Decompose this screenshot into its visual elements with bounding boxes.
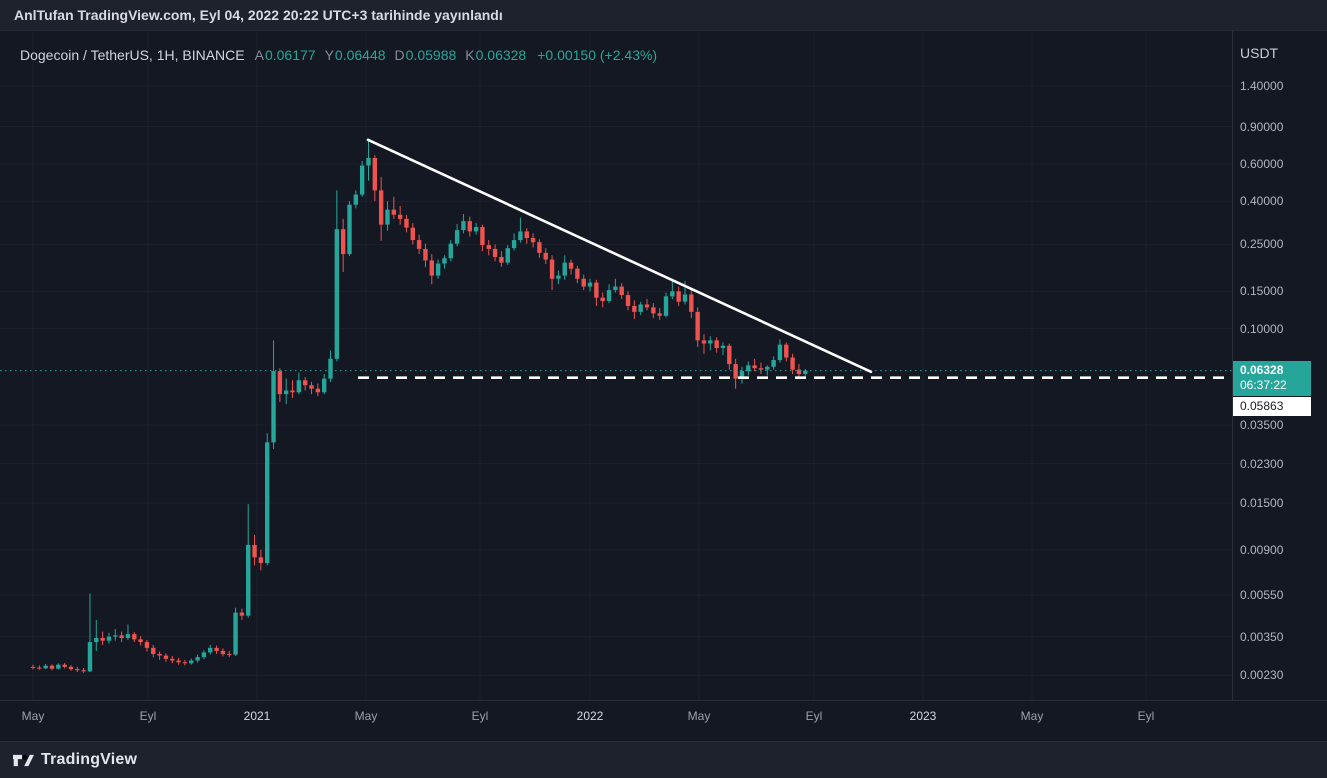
footer-bar: TradingView — [0, 741, 1327, 778]
ohlc-open-value: 0.06177 — [264, 47, 316, 63]
price-axis-label: 0.00550 — [1240, 588, 1284, 603]
publish-info: AnlTufan TradingView.com, Eyl 04, 2022 2… — [14, 7, 503, 23]
time-axis-border — [0, 700, 1327, 701]
price-axis-label: 0.02300 — [1240, 456, 1284, 471]
time-axis-month-label: Eyl — [471, 709, 489, 723]
ohlc-high: Y 0.06448 — [325, 47, 386, 63]
time-axis-year-label: 2023 — [909, 709, 937, 723]
time-axis-month-label: Eyl — [139, 709, 157, 723]
tradingview-logo-icon[interactable] — [13, 752, 34, 769]
tradingview-brand[interactable]: TradingView — [41, 751, 138, 768]
currency-label: USDT — [1240, 45, 1279, 61]
time-axis-year-label: 2021 — [243, 709, 271, 723]
price-axis-label: 0.01500 — [1240, 495, 1284, 510]
current-price-value: 0.06328 — [1240, 363, 1284, 377]
price-axis-label: 0.00350 — [1240, 629, 1284, 644]
time-axis-year-label: 2022 — [576, 709, 604, 723]
time-axis-month-label: May — [354, 709, 378, 723]
price-axis-label: 0.25000 — [1240, 237, 1284, 252]
time-axis-month-label: May — [687, 709, 711, 723]
price-axis-label: 0.60000 — [1240, 156, 1284, 171]
price-axis[interactable]: 1.40000 0.90000 0.60000 0.40000 0.25000 0.150… — [1233, 31, 1327, 700]
price-axis-label: 1.40000 — [1240, 79, 1284, 94]
time-axis[interactable]: May Eyl 2021 May Eyl 2022 May Eyl 2023 May Eyl — [0, 701, 1232, 735]
symbol-title[interactable]: Dogecoin / TetherUS, 1H, BINANCE — [20, 47, 245, 63]
publish-bar: AnlTufan TradingView.com, Eyl 04, 2022 2… — [0, 0, 1327, 31]
ohlc-high-value: 0.06448 — [334, 47, 386, 63]
price-axis-label: 0.15000 — [1240, 284, 1284, 299]
ohlc-low-label: D — [394, 47, 405, 63]
price-axis-border — [1232, 31, 1233, 701]
level-price-label: 0.05863 — [1233, 397, 1311, 416]
price-axis-label: 0.10000 — [1240, 321, 1284, 336]
bar-countdown: 06:37:22 — [1240, 378, 1287, 392]
change-value: +0.00150 (+2.43%) — [537, 47, 658, 63]
ohlc-open-label: A — [254, 47, 264, 63]
ohlc-close-label: K — [465, 47, 475, 63]
time-axis-month-label: Eyl — [1137, 709, 1155, 723]
price-axis-label: 0.90000 — [1240, 119, 1284, 134]
time-axis-month-label: Eyl — [805, 709, 823, 723]
price-axis-label: 0.03500 — [1240, 418, 1284, 433]
price-axis-label: 0.00900 — [1240, 542, 1284, 557]
ohlc-low: D 0.05988 — [395, 47, 457, 63]
symbol-legend: Dogecoin / TetherUS, 1H, BINANCE A 0.061… — [20, 47, 657, 63]
time-axis-month-label: May — [1020, 709, 1044, 723]
ohlc-close: K 0.06328 — [465, 47, 526, 63]
ohlc-values: A 0.06177 Y 0.06448 D 0.05988 K 0.06328 … — [255, 47, 657, 63]
ohlc-low-value: 0.05988 — [405, 47, 457, 63]
ohlc-high-label: Y — [324, 47, 334, 63]
current-price-label: 0.06328 06:37:22 — [1233, 361, 1311, 396]
ohlc-close-value: 0.06328 — [475, 47, 527, 63]
ohlc-open: A 0.06177 — [255, 47, 316, 63]
price-axis-label: 0.40000 — [1240, 194, 1284, 209]
price-axis-label: 0.00230 — [1240, 668, 1284, 683]
chart-canvas[interactable] — [0, 0, 1232, 700]
time-axis-month-label: May — [21, 709, 45, 723]
